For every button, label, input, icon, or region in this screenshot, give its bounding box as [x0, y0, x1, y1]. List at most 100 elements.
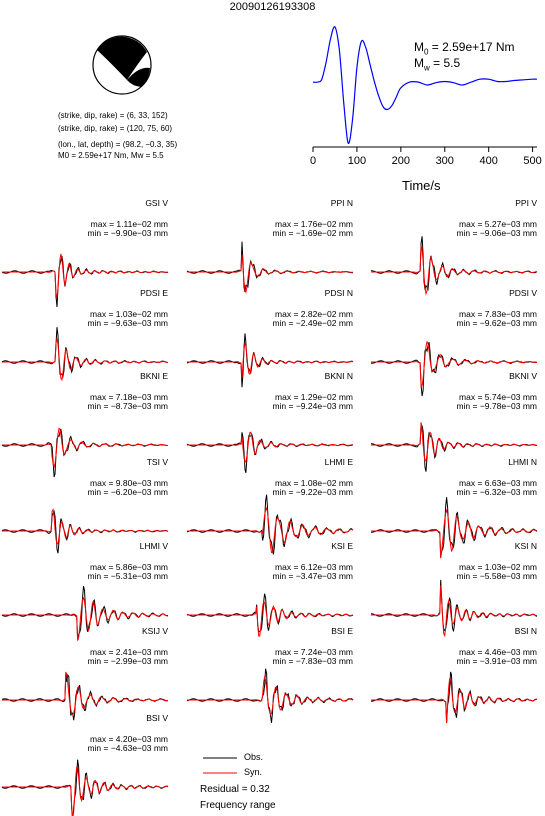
source-line-3: (lon., lat, depth) = (98.2, −0.3, 35): [58, 140, 178, 149]
stf-x-tick-label: 300: [435, 155, 454, 167]
station-min: min = −7.83e−03 mm: [272, 656, 353, 666]
source-line-1: (strike, dip, rake) = (6, 33, 152): [58, 111, 168, 120]
synthetic-trace: [2, 766, 169, 816]
station-min: min = −4.63e−03 mm: [87, 743, 168, 753]
observed-trace: [186, 241, 353, 293]
station-max: max = 2.41e−03 mm: [90, 647, 168, 657]
station-min: min = −9.22e−03 mm: [272, 487, 353, 497]
station-max: max = 2.82e−02 mm: [275, 309, 353, 319]
synthetic-trace: [187, 343, 354, 379]
beachball-compressional-quadrant-2: [127, 67, 150, 87]
source-line-2: (strike, dip, rake) = (120, 75, 60): [58, 124, 173, 133]
station-min: min = −5.58e−03 mm: [456, 571, 537, 581]
station-max: max = 1.29e−02 mm: [275, 392, 353, 402]
stf-xlabel: Time/s: [402, 178, 441, 193]
stf-x-tick-label: 0: [309, 155, 317, 167]
observed-trace: [371, 671, 538, 723]
station-min: min = −3.91e−03 mm: [456, 656, 537, 666]
stf-x-tick-label: 200: [391, 155, 410, 167]
station-min: min = −2.99e−03 mm: [87, 656, 168, 666]
station-name: PPI N: [330, 198, 353, 208]
station-name: LHMI V: [139, 541, 168, 551]
synthetic-trace: [371, 245, 538, 296]
station-min: min = −9.24e−03 mm: [272, 401, 353, 411]
station-name: BSI V: [146, 713, 168, 723]
synthetic-trace: [371, 422, 538, 462]
station-min: min = −9.63e−03 mm: [87, 318, 168, 328]
station-name: KSI N: [514, 541, 537, 551]
synthetic-trace: [371, 585, 538, 638]
station-name: BKNI N: [324, 371, 353, 381]
station-max: max = 7.83e−03 mm: [459, 309, 537, 319]
station-name: BKNI E: [140, 371, 168, 381]
synthetic-trace: [187, 600, 354, 637]
observed-trace: [186, 668, 354, 723]
station-min: min = −5.31e−03 mm: [87, 571, 168, 581]
synthetic-trace: [187, 675, 354, 716]
observed-trace: [1, 428, 169, 478]
station-name: PDSI N: [324, 288, 353, 298]
figure-title: 20090126193308: [229, 1, 316, 13]
synthetic-trace: [2, 253, 169, 298]
station-max: max = 5.86e−03 mm: [90, 562, 168, 572]
observed-trace: [1, 255, 169, 308]
station-min: min = −8.73e−03 mm: [87, 401, 168, 411]
residual-label: Residual = 0.32: [200, 784, 270, 795]
station-min: min = −6.32e−03 mm: [456, 487, 537, 497]
station-max: max = 1.03e−02 mm: [90, 309, 168, 319]
synthetic-trace: [187, 506, 354, 554]
synthetic-trace: [2, 427, 168, 469]
observed-trace: [1, 327, 169, 379]
station-max: max = 1.03e−02 mm: [459, 562, 537, 572]
station-min: min = −2.49e−02 mm: [272, 318, 353, 328]
station-name: KSI E: [331, 541, 353, 551]
station-name: KSIJ V: [142, 626, 168, 636]
station-max: max = 4.46e−03 mm: [459, 647, 537, 657]
station-name: BKNI V: [509, 371, 537, 381]
observed-trace: [371, 236, 538, 292]
observed-trace: [370, 341, 538, 397]
station-name: TSI V: [146, 457, 168, 467]
station-min: min = −9.90e−03 mm: [87, 228, 168, 238]
legend-lines: [203, 757, 237, 774]
station-max: max = 4.20e−03 mm: [90, 734, 168, 744]
station-max: max = 6.63e−03 mm: [459, 478, 537, 488]
stf-mw-label: Mw = 5.5: [414, 56, 461, 73]
frequency-range-label: Frequency range: [200, 800, 276, 811]
station-name: PDSI E: [140, 288, 168, 298]
station-min: min = −9.62e−03 mm: [456, 318, 537, 328]
stf-x-tick-label: 100: [347, 155, 367, 167]
source-line-4: M0 = 2.59e+17 Nm, Mw = 5.5: [58, 151, 164, 160]
station-name: GSI V: [145, 198, 168, 208]
station-max: max = 5.74e−03 mm: [459, 392, 537, 402]
synthetic-trace: [371, 678, 538, 724]
station-max: max = 1.11e−02 mm: [90, 219, 168, 229]
station-max: max = 5.27e−03 mm: [459, 219, 537, 229]
synthetic-trace: [187, 254, 354, 294]
stf-x-tick-label: 400: [479, 155, 498, 167]
synthetic-trace: [2, 338, 168, 382]
station-min: min = −1.69e−02 mm: [272, 228, 353, 238]
synthetic-trace: [2, 596, 168, 641]
station-name: BSI E: [331, 626, 353, 636]
station-name: PDSI V: [509, 288, 537, 298]
station-max: max = 9.80e−03 mm: [90, 478, 168, 488]
station-name: BSI N: [514, 626, 537, 636]
station-max: max = 6.12e−03 mm: [275, 562, 353, 572]
synthetic-trace: [371, 508, 538, 559]
synthetic-trace: [2, 508, 169, 546]
legend-obs-label: Obs.: [244, 752, 264, 762]
stf-series-line: [312, 26, 538, 144]
stf-x-tick-label: 500: [523, 155, 542, 167]
station-max: max = 7.24e−03 mm: [275, 647, 353, 657]
waveform-panels: [1, 236, 538, 816]
station-name: LHMI N: [508, 457, 537, 467]
station-min: min = −3.47e−03 mm: [272, 571, 353, 581]
legend-syn-label: Syn.: [244, 767, 263, 777]
observed-trace: [371, 497, 538, 558]
station-min: min = −9.06e−03 mm: [456, 228, 537, 238]
station-max: max = 7.18e−03 mm: [90, 392, 168, 402]
synthetic-trace: [371, 340, 538, 388]
station-name: PPI V: [515, 198, 537, 208]
beachball-compressional-quadrant-1: [97, 36, 147, 80]
